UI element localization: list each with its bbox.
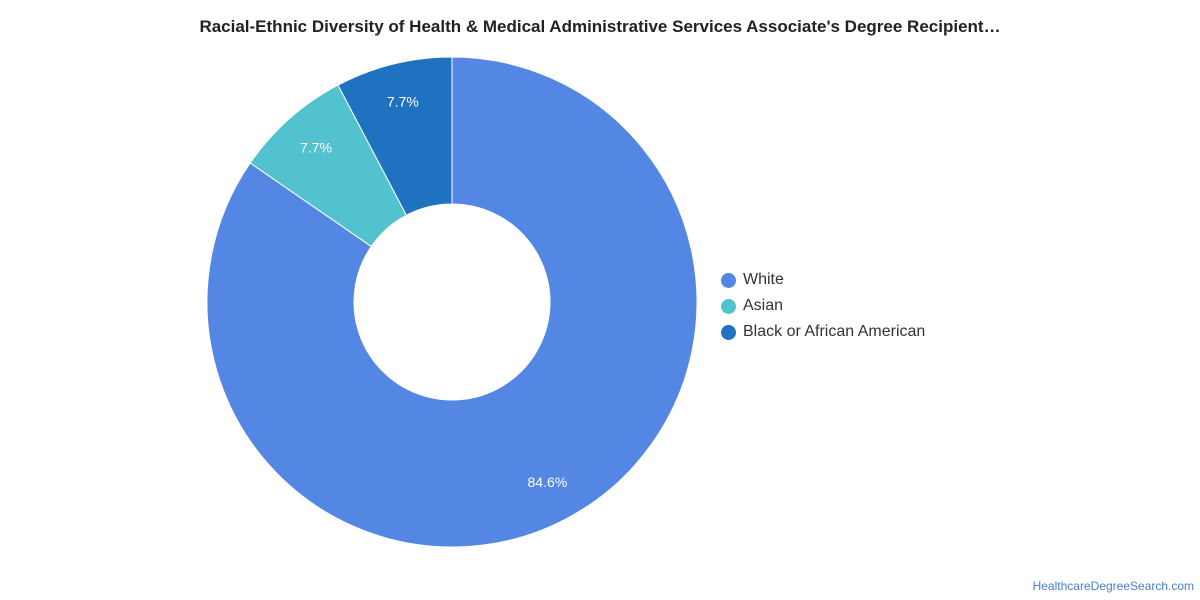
legend-item-2[interactable]: Black or African American — [721, 319, 925, 345]
source-credit[interactable]: HealthcareDegreeSearch.com — [1032, 579, 1194, 593]
slice-label-1: 7.7% — [300, 139, 332, 155]
slice-label-2: 7.7% — [387, 94, 419, 110]
legend-label: Black or African American — [743, 323, 926, 340]
chart-title: Racial-Ethnic Diversity of Health & Medi… — [199, 17, 1001, 36]
slice-2[interactable] — [337, 56, 453, 216]
legend-label: White — [743, 271, 784, 288]
legend: White Asian Black or African American — [721, 267, 925, 345]
legend-dot-icon — [721, 298, 736, 314]
legend-dot-icon — [721, 272, 736, 288]
legend-item-1[interactable]: Asian — [721, 293, 925, 319]
legend-dot-icon — [721, 324, 736, 340]
legend-item-0[interactable]: White — [721, 267, 925, 293]
slice-label-0: 84.6% — [528, 474, 568, 490]
legend-label: Asian — [743, 297, 784, 314]
slice-0[interactable] — [206, 56, 698, 548]
